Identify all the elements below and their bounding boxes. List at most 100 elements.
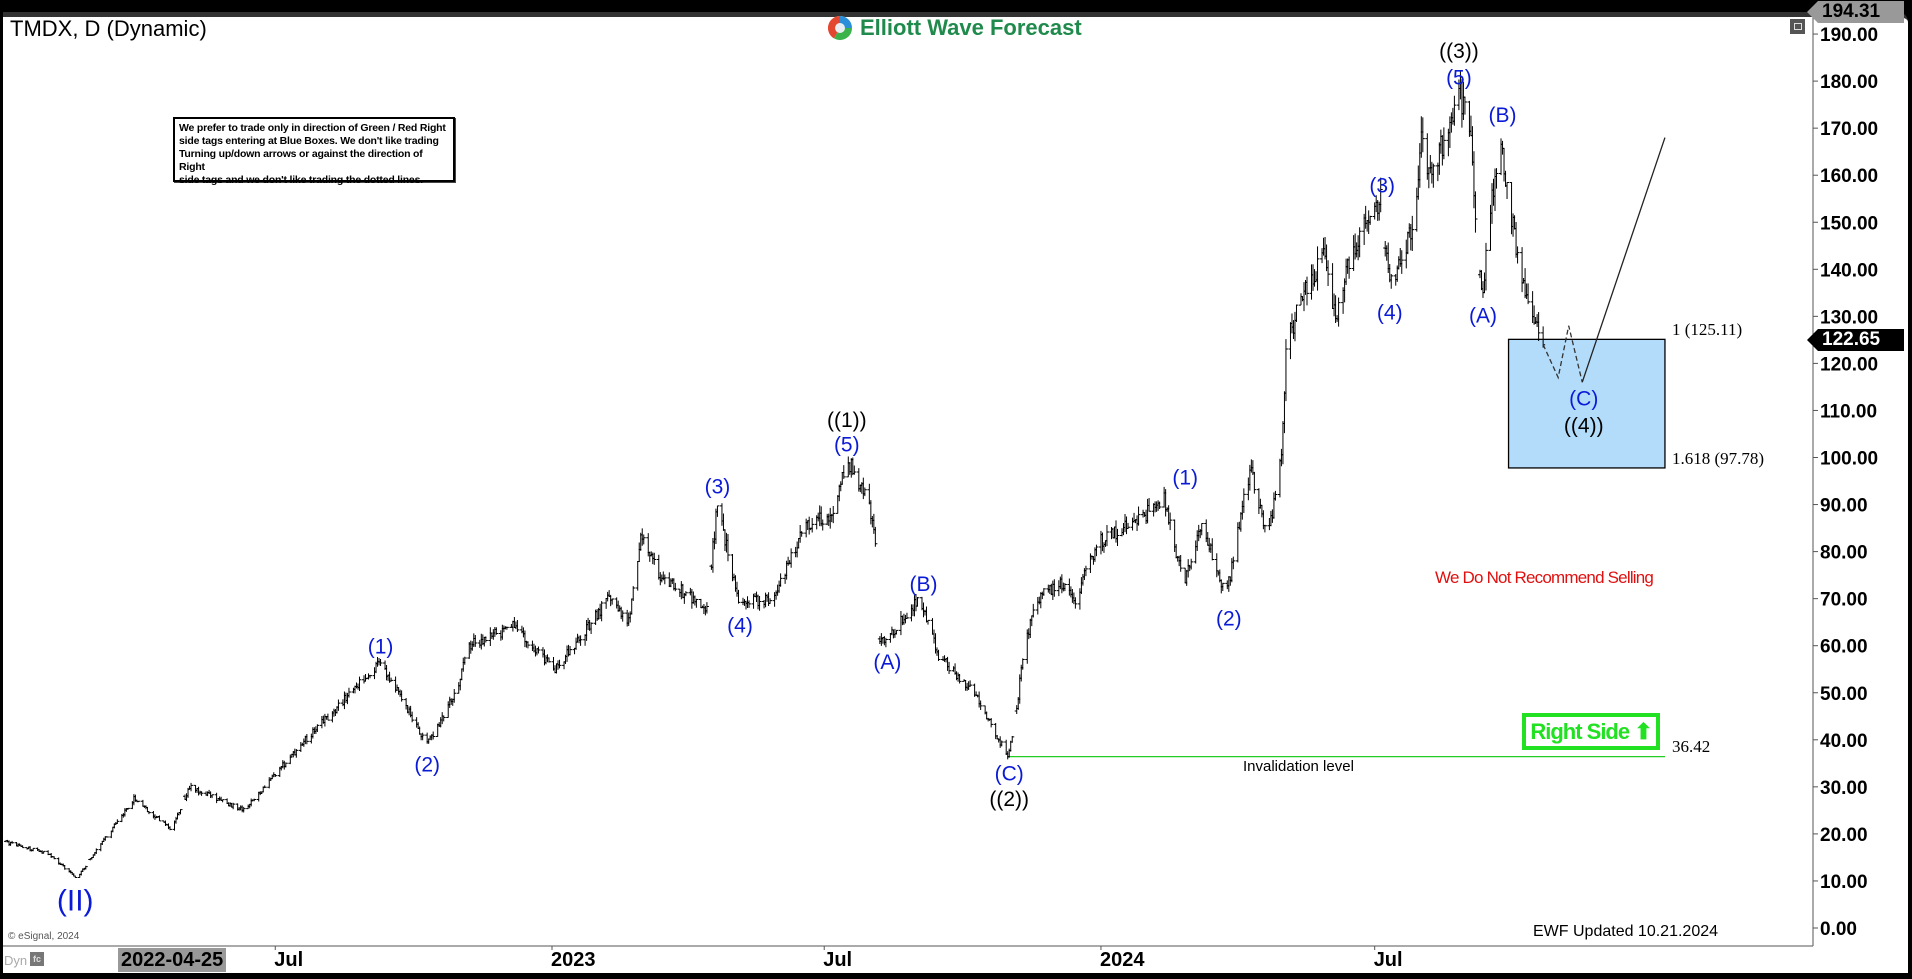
y-tick-label: 110.00 [1820,401,1877,422]
price-bar [31,847,36,852]
wave-label: (A) [873,651,901,674]
price-bar [1031,603,1036,618]
price-bar [41,850,46,854]
price-bar [1347,256,1352,279]
price-bar [1168,512,1173,531]
no-sell-note: We Do Not Recommend Selling [1435,568,1654,587]
price-bar [1073,597,1078,609]
price-bar [94,848,99,855]
price-bar [10,840,15,844]
y-tick-label: 160.00 [1820,166,1878,187]
price-bar [831,505,836,524]
price-chart[interactable]: 0.00 10.00 20.00 30.00 40.00 50.00 60.00 70.00 8… [3,17,1908,978]
arrow-up-icon: ⬆ [1629,719,1652,744]
price-bar [1010,736,1015,743]
price-bar [441,715,446,722]
price-bar [1115,528,1120,546]
dyn-label[interactable]: Dyn [4,953,28,968]
invalidation-price-label: 36.42 [1672,737,1711,756]
y-tick-label: 170.00 [1820,119,1878,140]
copyright: © eSignal, 2024 [8,931,80,942]
price-bar [315,724,320,732]
price-bar [262,785,267,789]
y-tick-label: 120.00 [1820,354,1878,375]
price-bar [1157,501,1162,509]
price-bar [862,487,867,497]
y-tick-label: 70.00 [1820,590,1868,611]
price-bar [778,573,783,587]
price-bar [104,836,109,838]
price-bar [462,656,467,665]
price-bar [167,826,172,831]
price-bar [799,531,804,537]
price-bar [214,792,219,804]
price-bar [1483,242,1488,291]
price-bar [231,802,236,810]
price-bar [1041,588,1046,596]
wave-label: (C) [1569,388,1598,411]
right-side-tag: Right Side ⬆ [1522,713,1660,750]
wave-label: ((3)) [1439,40,1479,63]
price-bar [557,659,562,669]
logo-icon [827,15,852,41]
price-bar [1199,522,1204,536]
price-bar [346,687,351,698]
price-bar [1283,339,1288,402]
price-bar [789,548,794,568]
blue-box [1507,338,1666,469]
price-bar [841,465,846,479]
restore-window-icon[interactable] [1790,19,1805,34]
price-bar [189,782,194,792]
wave-label: (II) [57,885,94,918]
price-bar [736,589,741,604]
x-tick-label: Jul [823,949,853,971]
y-tick-label: 10.00 [1820,872,1868,893]
price-bar [273,774,278,778]
price-bar [483,636,488,643]
x-tick-label: Jul [1373,949,1403,971]
chart-title: TMDX, D (Dynamic) [10,16,207,41]
price-bar [1178,555,1183,572]
logo-text: Elliott Wave Forecast [860,15,1082,40]
wave-label: (1) [368,636,394,659]
price-bar [1452,95,1457,126]
updated-label: EWF Updated 10.21.2024 [1533,923,1719,940]
price-bar [20,845,25,849]
price-bar [1094,544,1099,557]
y-tick-label: 40.00 [1820,731,1868,752]
price-bar [683,591,688,597]
price-bar [635,560,640,591]
fc-icon[interactable]: fc [30,952,44,966]
price-bar [1220,582,1225,591]
price-bar [304,734,309,745]
price-bar [883,637,888,648]
price-bar [1389,273,1394,289]
fib-1-label: 1 (125.11) [1672,320,1743,339]
price-bar [599,601,604,622]
x-tick-label: Jul [274,949,304,971]
price-bar [140,799,145,807]
price-bar [989,718,994,728]
price-bar [1462,96,1467,115]
logo: Elliott Wave Forecast [826,14,1082,42]
price-bar [136,800,141,803]
price-bar [357,676,362,692]
fib-1618-label: 1.618 (97.78) [1672,449,1765,468]
price-bar [420,732,425,741]
price-bar [1431,163,1436,188]
price-bar [631,586,636,602]
price-bar [241,806,246,813]
high-price-tag: 194.31 [1807,1,1904,23]
price-bar [978,700,983,710]
price-bar [662,574,667,585]
projection-arrow-line [1581,137,1666,383]
y-tick-label: 20.00 [1820,825,1868,846]
price-bar [704,602,709,614]
wave-label: (4) [727,615,753,638]
price-bar [1020,658,1025,670]
wave-label: (B) [1489,104,1517,127]
cursor-date-label: 2022-04-25 [118,948,227,972]
price-bar [1536,311,1541,341]
price-bar [1062,583,1067,592]
disclaimer-line: We prefer to trade only in direction of … [179,122,446,134]
